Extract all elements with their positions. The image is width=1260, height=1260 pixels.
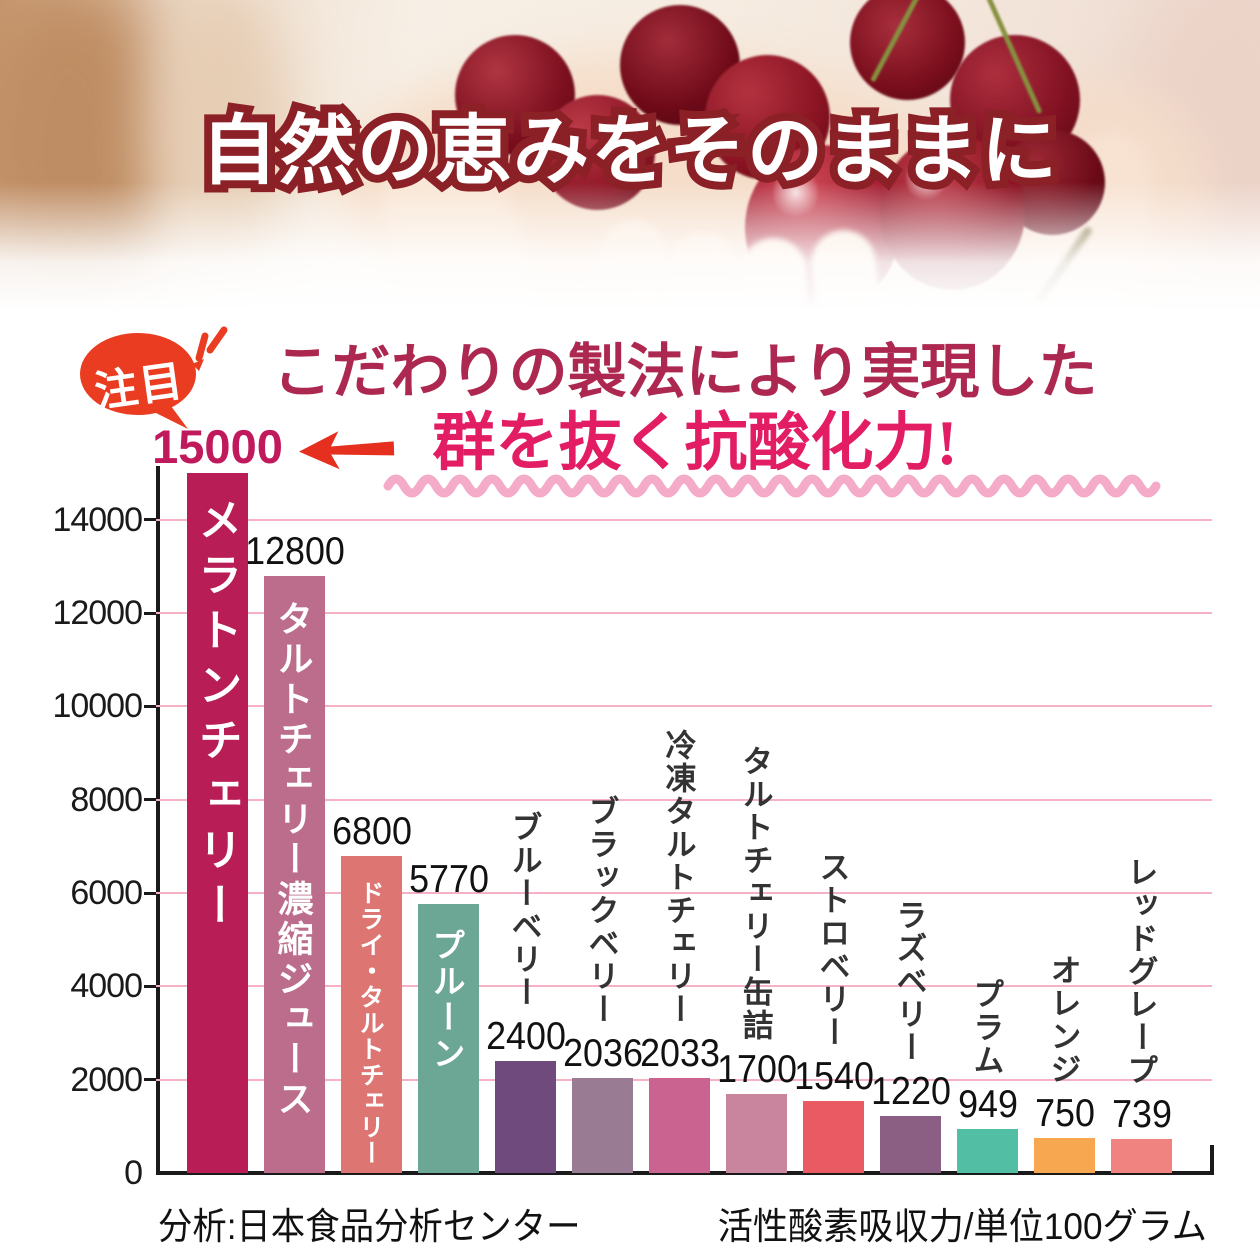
bar-label: プルーン <box>428 928 465 1072</box>
y-axis-label: 8000 <box>70 780 143 819</box>
bar <box>418 904 479 1173</box>
bar <box>341 856 402 1173</box>
bar-value: 6800 <box>331 810 412 853</box>
bar-value: 949 <box>957 1083 1018 1126</box>
spark-icon <box>206 326 228 354</box>
gridline <box>156 612 1212 614</box>
bar-label: タルトチェリー缶詰 <box>737 745 773 1042</box>
bar-value: 2400 <box>485 1015 566 1058</box>
y-axis-tick <box>144 611 156 615</box>
unit-note: 活性酸素吸収力/単位100グラム <box>717 1206 1207 1247</box>
bar <box>187 473 248 1173</box>
bar-value: 2036 <box>562 1032 643 1075</box>
bar-value: 2033 <box>639 1032 720 1075</box>
bar-label: レッドグレープ <box>1122 856 1158 1087</box>
photo-white-fade <box>0 182 1260 312</box>
hero-title-text: 自然の恵みをそのままに <box>201 109 1059 194</box>
bar-value: 1220 <box>870 1070 951 1113</box>
gridline <box>156 518 1212 521</box>
gridline <box>156 705 1212 708</box>
bar-label: 冷凍タルトチェリー <box>660 729 696 1026</box>
bar-label: メラトンチェリー <box>191 497 241 937</box>
bar-label: タルトチェリー濃縮ジュース <box>272 600 314 1120</box>
bar-label: ストロベリー <box>814 851 850 1049</box>
bar-label: オレンジ <box>1045 954 1081 1086</box>
bar <box>1034 1138 1095 1173</box>
x-axis-line <box>156 1171 1214 1175</box>
x-axis-end-tick <box>1210 1145 1214 1173</box>
y-axis-tick <box>144 1078 156 1082</box>
y-axis-label: 4000 <box>70 967 143 1006</box>
y-axis-tick <box>144 704 156 708</box>
hero-title-outline: 自然の恵みをそのままに <box>193 101 1065 202</box>
bar-label: ラズベリー <box>891 899 927 1064</box>
bar <box>726 1094 787 1173</box>
bar-value: 1540 <box>793 1055 874 1098</box>
hero-photo: 自然の恵みをそのままに 自然の恵みをそのままに <box>0 0 1260 312</box>
bar <box>495 1061 556 1173</box>
bar-label: ブルーベリー <box>506 811 542 1009</box>
bar-value: 12800 <box>244 530 345 573</box>
headline-line1: こだわりの製法により実現した <box>272 339 1098 405</box>
analysis-source-note: 分析:日本食品分析センター <box>158 1206 581 1247</box>
bar-value: 750 <box>1034 1092 1095 1135</box>
y-axis-label: 6000 <box>70 874 143 912</box>
bar <box>1111 1139 1172 1173</box>
gridline <box>156 985 1212 988</box>
y-axis-label: 0 <box>124 1154 143 1192</box>
gridline <box>156 798 1212 801</box>
y-axis-label: 12000 <box>52 594 143 632</box>
hero-title: 自然の恵みをそのままに 自然の恵みをそのままに <box>0 101 1260 208</box>
headline-line2: 群を抜く抗酸化力! <box>432 408 958 478</box>
bar <box>572 1078 633 1173</box>
bar <box>264 576 325 1173</box>
attention-badge-bubble <box>80 326 228 429</box>
bar-label: ブラックベリー <box>583 795 619 1026</box>
bar-value: 15000 <box>152 420 283 473</box>
bar-value: 5770 <box>408 858 489 901</box>
y-axis-tick <box>144 518 156 522</box>
y-axis-label: 10000 <box>52 687 143 726</box>
arrow-left-icon <box>299 431 395 470</box>
spark-icon <box>192 359 204 371</box>
y-axis-tick <box>144 798 156 802</box>
gridline <box>156 892 1212 894</box>
y-axis-line <box>156 466 160 1175</box>
bar-value: 1700 <box>716 1048 797 1091</box>
bar <box>803 1101 864 1173</box>
y-axis-label: 2000 <box>70 1060 143 1099</box>
y-axis-tick <box>144 891 156 895</box>
bar-label: ドライ・タルトチェリー <box>356 880 384 1166</box>
bar <box>880 1116 941 1173</box>
bar-value: 739 <box>1111 1093 1172 1136</box>
y-axis-tick <box>144 984 156 988</box>
wavy-underline <box>383 474 1161 498</box>
bar <box>649 1078 710 1173</box>
bar <box>957 1129 1018 1173</box>
spark-icon <box>195 332 209 362</box>
y-axis-label: 14000 <box>52 500 143 539</box>
bar-label: プラム <box>968 978 1004 1077</box>
